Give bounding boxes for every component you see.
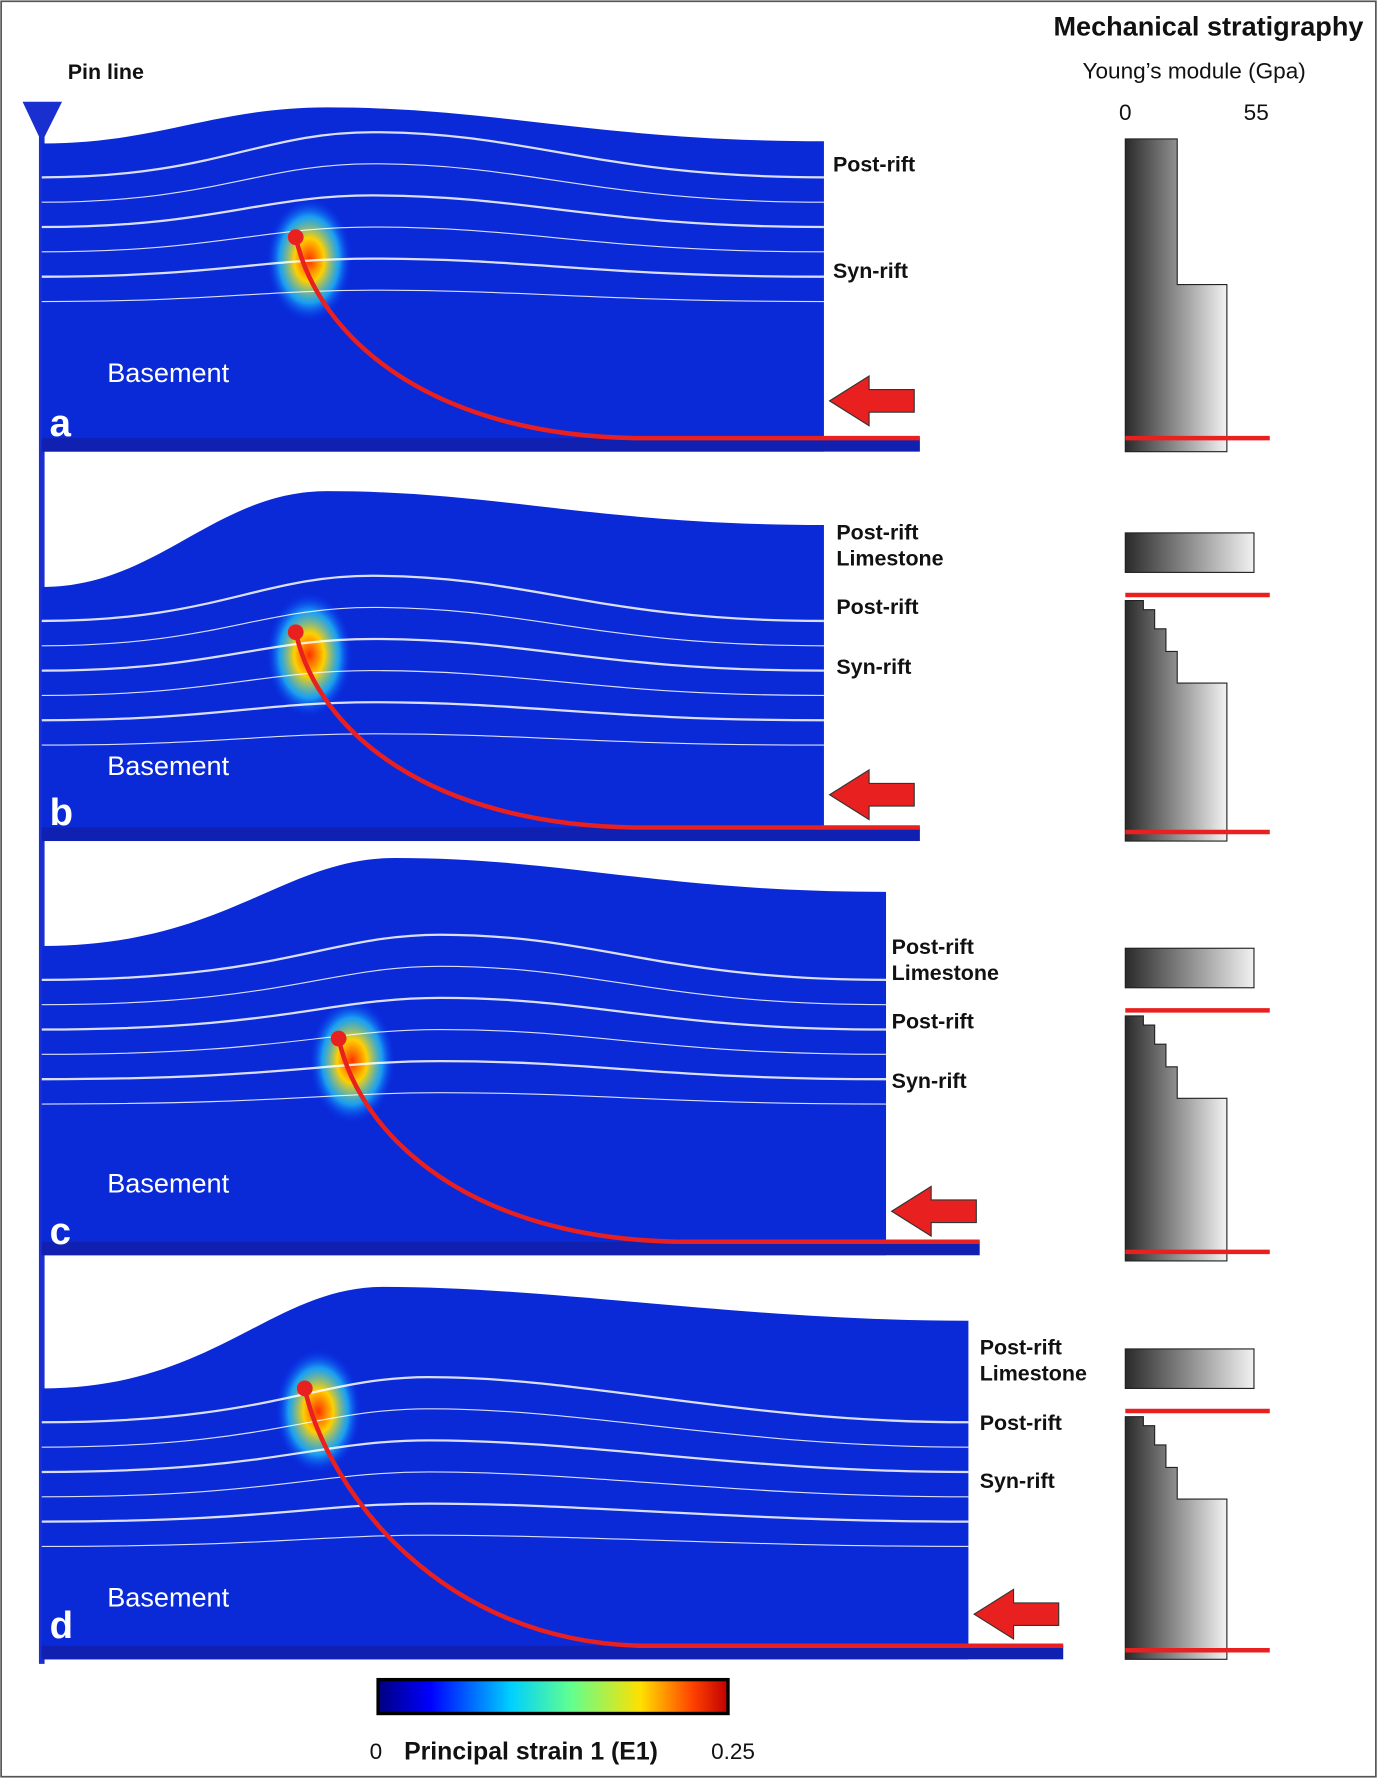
basement-label: Basement	[107, 1167, 229, 1198]
panel: bBasementPost-riftLimestonePost-riftSyn-…	[42, 491, 1270, 841]
colorbar-max: 0.25	[711, 1739, 755, 1764]
fault-tip	[331, 1031, 347, 1047]
basement-label: Basement	[107, 357, 229, 388]
layer-label: Post-rift	[833, 153, 915, 177]
layer-label: Syn-rift	[836, 655, 911, 679]
panel-letter: d	[50, 1604, 73, 1647]
colorbar	[378, 1680, 728, 1714]
layer-label: Post-rift	[892, 1009, 974, 1033]
layer-label: Post-rift	[836, 595, 918, 619]
panel: a Basement Post-rift Syn-rift	[42, 107, 1270, 451]
strain-hotspot	[309, 999, 395, 1123]
fault-tip	[297, 1381, 313, 1397]
limestone-column	[1125, 1349, 1254, 1389]
push-arrow	[974, 1589, 1059, 1639]
pin-line-label: Pin line	[68, 60, 144, 84]
layer-label: Limestone	[836, 547, 943, 571]
strat-column	[1125, 1016, 1227, 1261]
fault-tip	[288, 229, 304, 245]
axis-title: Young’s module (Gpa)	[1083, 58, 1306, 83]
layer-label: Post-rift	[892, 935, 974, 959]
scale-min: 0	[1119, 100, 1132, 125]
layer-label: Limestone	[980, 1362, 1087, 1386]
colorbar-label: Principal strain 1 (E1)	[404, 1739, 658, 1766]
fault-tip	[288, 624, 304, 640]
layer-label: Post-rift	[980, 1336, 1062, 1360]
figure: Mechanical stratigraphy Young’s module (G…	[0, 0, 1377, 1778]
figure-title: Mechanical stratigraphy	[1053, 11, 1363, 42]
push-arrow	[892, 1186, 977, 1236]
panel-letter: c	[50, 1210, 71, 1253]
colorbar-min: 0	[370, 1739, 383, 1764]
basement-label: Basement	[107, 1582, 229, 1613]
model-body	[42, 107, 824, 451]
layer-label: Post-rift	[980, 1411, 1062, 1435]
limestone-column	[1125, 948, 1254, 988]
scale-max: 55	[1244, 100, 1269, 125]
strat-column	[1125, 1417, 1227, 1660]
layer-label: Syn-rift	[833, 259, 908, 283]
limestone-column	[1125, 533, 1254, 573]
panel-letter: a	[50, 402, 72, 445]
layer-label: Limestone	[892, 961, 999, 985]
layer-label: Syn-rift	[892, 1069, 967, 1093]
layer-label: Post-rift	[836, 521, 918, 545]
strat-column	[1125, 601, 1227, 841]
pin-marker	[23, 102, 63, 143]
panel: dBasementPost-riftLimestonePost-riftSyn-…	[42, 1287, 1270, 1659]
panel: cBasementPost-riftLimestonePost-riftSyn-…	[42, 858, 1270, 1261]
panel-letter: b	[50, 791, 73, 834]
strat-column	[1125, 139, 1227, 452]
push-arrow	[830, 770, 915, 820]
layer-label: Syn-rift	[980, 1469, 1055, 1493]
basement-label: Basement	[107, 750, 229, 781]
push-arrow	[830, 376, 915, 426]
